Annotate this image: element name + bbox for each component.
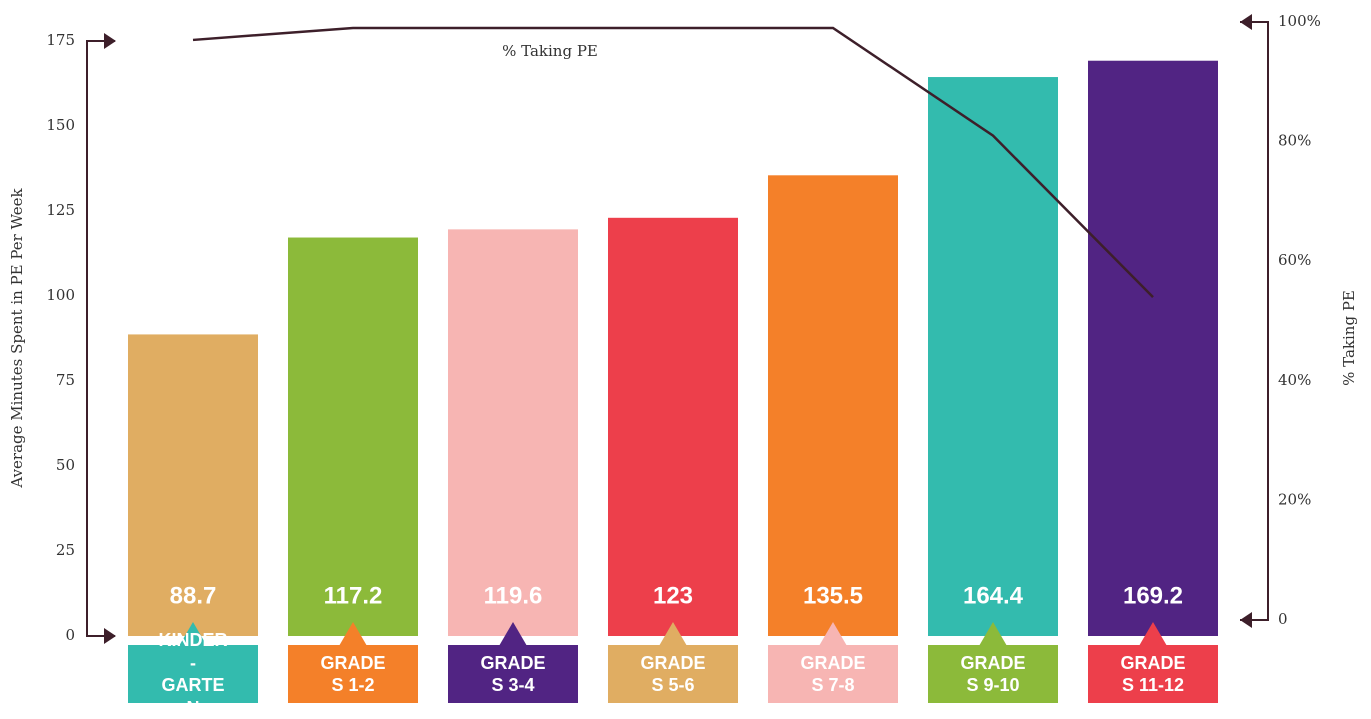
y2-tick-label: 100% <box>1278 12 1321 30</box>
y2-tick-label: 80% <box>1278 132 1311 150</box>
bar <box>288 237 418 636</box>
left-axis-arrows <box>104 33 116 644</box>
y-tick-label: 50 <box>56 456 75 474</box>
value-label: 135.5 <box>803 582 863 609</box>
category-tag: GRADES 11-12 <box>1088 645 1218 703</box>
category-tag-pointer <box>1139 622 1167 646</box>
y-tick-label: 125 <box>46 201 75 219</box>
y-tick-label: 175 <box>46 31 75 49</box>
category-tag: GRADES 1-2 <box>288 645 418 703</box>
bar <box>1088 60 1218 637</box>
category-tag-pointer <box>979 622 1007 646</box>
bar <box>768 175 898 637</box>
y2-tick-label: 60% <box>1278 251 1311 269</box>
bar <box>928 77 1058 637</box>
y2-tick-label: 40% <box>1278 371 1311 389</box>
value-label: 88.7 <box>170 582 217 609</box>
line-label: % Taking PE <box>502 42 598 60</box>
y2-tick-label: 20% <box>1278 490 1311 508</box>
y-tick-label: 100 <box>46 286 75 304</box>
left-axis-bracket <box>86 40 115 637</box>
y2-tick-label: 0 <box>1278 610 1288 628</box>
value-label: 164.4 <box>963 582 1024 609</box>
y-tick-label: 25 <box>56 541 75 559</box>
y-tick-label: 150 <box>46 116 75 134</box>
category-tag-pointer <box>659 622 687 646</box>
category-tag-pointer <box>819 622 847 646</box>
y2-axis-label: % Taking PE <box>1340 290 1358 386</box>
value-label: 123 <box>653 582 693 609</box>
bar <box>448 229 578 637</box>
value-label: 169.2 <box>1123 582 1183 609</box>
bar <box>608 217 738 637</box>
category-tag: GRADES 5-6 <box>608 645 738 703</box>
value-label: 117.2 <box>324 582 383 609</box>
right-axis-bracket <box>1240 21 1269 621</box>
category-tag: GRADES 9-10 <box>928 645 1058 703</box>
category-tag-pointer <box>499 622 527 646</box>
bar <box>128 334 258 636</box>
category-tag: KINDER-GARTEN <box>128 630 258 718</box>
category-tag: GRADES 3-4 <box>448 645 578 703</box>
category-tag-pointer <box>179 622 207 646</box>
value-label: 119.6 <box>484 582 543 609</box>
y-tick-label: 75 <box>56 371 75 389</box>
category-tag-pointer <box>339 622 367 646</box>
y-tick-label: 0 <box>65 626 75 644</box>
right-axis-arrows <box>1240 14 1252 628</box>
y-axis-label: Average Minutes Spent in PE Per Week <box>8 187 26 488</box>
category-tag: GRADES 7-8 <box>768 645 898 703</box>
line <box>192 26 1154 298</box>
